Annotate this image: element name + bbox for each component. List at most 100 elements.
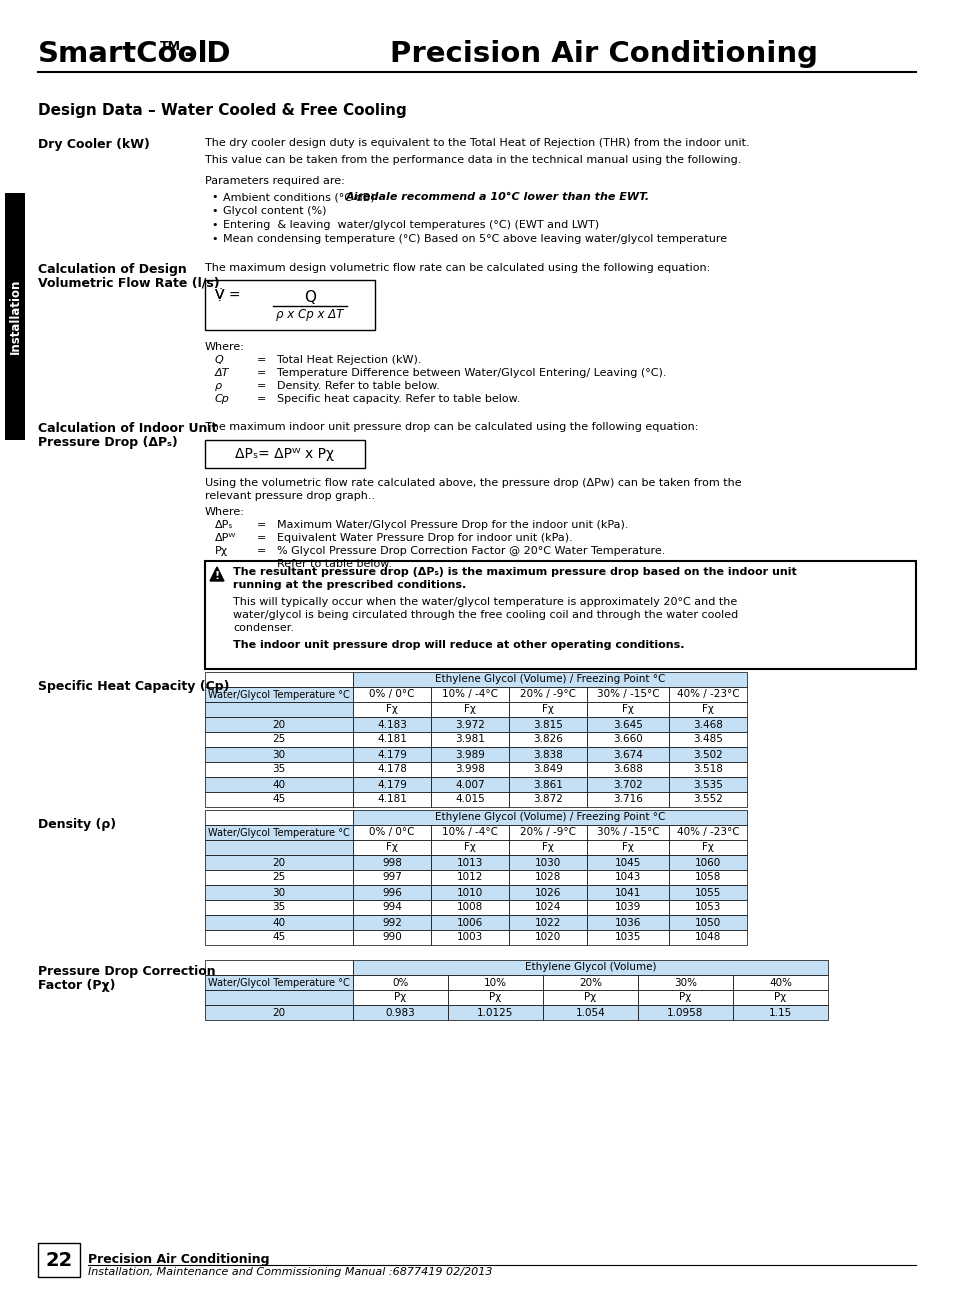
Bar <box>353 899 431 915</box>
Bar <box>353 717 431 733</box>
Text: 998: 998 <box>381 857 401 868</box>
Text: Fχ: Fχ <box>621 843 634 852</box>
Text: condenser.: condenser. <box>233 622 294 633</box>
Text: Pχ: Pχ <box>679 993 691 1003</box>
Text: Fχ: Fχ <box>621 705 634 714</box>
Text: ΔPᵂ: ΔPᵂ <box>214 533 236 544</box>
Text: TM: TM <box>160 39 181 53</box>
Bar <box>205 733 353 747</box>
Text: 3.716: 3.716 <box>613 794 642 805</box>
Text: Installation: Installation <box>9 278 22 355</box>
Text: 1043: 1043 <box>614 873 640 882</box>
Text: Design Data – Water Cooled & Free Cooling: Design Data – Water Cooled & Free Coolin… <box>38 102 406 118</box>
Bar <box>509 840 586 855</box>
Text: 35: 35 <box>273 902 285 913</box>
Text: 45: 45 <box>273 794 285 805</box>
Bar <box>668 930 746 945</box>
Text: Where:: Where: <box>205 341 245 352</box>
Bar <box>586 717 668 733</box>
Bar <box>586 871 668 885</box>
Bar <box>353 687 431 702</box>
Text: Fχ: Fχ <box>386 843 397 852</box>
Text: Fχ: Fχ <box>701 705 713 714</box>
Text: 3.849: 3.849 <box>533 764 562 775</box>
Text: 4.179: 4.179 <box>376 780 407 789</box>
Text: Precision Air Conditioning: Precision Air Conditioning <box>390 39 817 68</box>
Text: 3.552: 3.552 <box>692 794 722 805</box>
Text: The dry cooler design duty is equivalent to the Total Heat of Rejection (THR) fr: The dry cooler design duty is equivalent… <box>205 138 749 148</box>
Text: 1012: 1012 <box>456 873 482 882</box>
Bar <box>353 733 431 747</box>
Bar <box>431 930 509 945</box>
Text: Refer to table below.: Refer to table below. <box>276 559 392 569</box>
Text: 1035: 1035 <box>614 932 640 943</box>
Text: 30: 30 <box>273 750 285 759</box>
Text: % Glycol Pressure Drop Correction Factor @ 20°C Water Temperature.: % Glycol Pressure Drop Correction Factor… <box>276 546 664 555</box>
Text: 1.0125: 1.0125 <box>476 1007 513 1018</box>
Text: 45: 45 <box>273 932 285 943</box>
Text: 40: 40 <box>273 918 285 927</box>
Bar <box>509 702 586 717</box>
Bar <box>205 930 353 945</box>
Bar <box>668 717 746 733</box>
Text: 25: 25 <box>273 734 285 744</box>
Bar <box>205 672 353 687</box>
Text: 30%: 30% <box>673 977 697 987</box>
Bar <box>431 871 509 885</box>
Text: 4.181: 4.181 <box>376 794 407 805</box>
Text: Specific Heat Capacity (Cp): Specific Heat Capacity (Cp) <box>38 680 230 693</box>
Text: 20%: 20% <box>578 977 601 987</box>
Text: 3.826: 3.826 <box>533 734 562 744</box>
Bar <box>668 840 746 855</box>
Bar <box>353 990 448 1004</box>
Bar <box>732 990 827 1004</box>
Bar <box>586 855 668 871</box>
Bar <box>431 702 509 717</box>
Text: ΔPₛ: ΔPₛ <box>214 520 233 530</box>
Text: 3.518: 3.518 <box>692 764 722 775</box>
Text: =: = <box>256 381 266 391</box>
Text: Glycol content (%): Glycol content (%) <box>223 206 326 217</box>
Text: =: = <box>256 394 266 404</box>
Text: 0% / 0°C: 0% / 0°C <box>369 827 415 838</box>
Text: The indoor unit pressure drop will reduce at other operating conditions.: The indoor unit pressure drop will reduc… <box>233 639 684 650</box>
Text: 1.15: 1.15 <box>768 1007 791 1018</box>
Text: 3.485: 3.485 <box>692 734 722 744</box>
Bar <box>205 885 353 899</box>
Text: Fχ: Fχ <box>463 705 476 714</box>
Text: 990: 990 <box>382 932 401 943</box>
Bar <box>431 733 509 747</box>
Bar <box>586 930 668 945</box>
Bar <box>509 871 586 885</box>
Text: Volumetric Flow Rate (l/s): Volumetric Flow Rate (l/s) <box>38 277 219 290</box>
Text: Q: Q <box>214 355 224 365</box>
Text: The resultant pressure drop (ΔPₛ) is the maximum pressure drop based on the indo: The resultant pressure drop (ΔPₛ) is the… <box>233 567 796 576</box>
Text: 4.179: 4.179 <box>376 750 407 759</box>
Bar <box>542 1004 638 1020</box>
Bar <box>638 976 732 990</box>
Bar <box>205 717 353 733</box>
Text: 1045: 1045 <box>614 857 640 868</box>
Bar <box>205 687 353 702</box>
Text: Mean condensing temperature (°C) Based on 5°C above leaving water/glycol tempera: Mean condensing temperature (°C) Based o… <box>223 234 726 244</box>
Bar <box>205 810 353 825</box>
Text: 992: 992 <box>381 918 401 927</box>
Text: The maximum design volumetric flow rate can be calculated using the following eq: The maximum design volumetric flow rate … <box>205 263 709 273</box>
Text: Pχ: Pχ <box>214 546 228 555</box>
Text: 1026: 1026 <box>535 888 560 898</box>
Bar <box>431 747 509 762</box>
Text: relevant pressure drop graph..: relevant pressure drop graph.. <box>205 491 375 502</box>
Text: water/glycol is being circulated through the free cooling coil and through the w: water/glycol is being circulated through… <box>233 611 738 620</box>
Bar <box>732 1004 827 1020</box>
Text: 30: 30 <box>273 888 285 898</box>
Bar <box>509 687 586 702</box>
Bar <box>205 777 353 792</box>
Text: 3.989: 3.989 <box>455 750 484 759</box>
Text: 10% / -4°C: 10% / -4°C <box>441 827 497 838</box>
Bar <box>431 762 509 777</box>
Text: 4.183: 4.183 <box>376 720 407 730</box>
Text: Calculation of Indoor Unit: Calculation of Indoor Unit <box>38 421 217 435</box>
Bar <box>205 825 353 840</box>
Bar <box>353 1004 448 1020</box>
Bar <box>668 687 746 702</box>
